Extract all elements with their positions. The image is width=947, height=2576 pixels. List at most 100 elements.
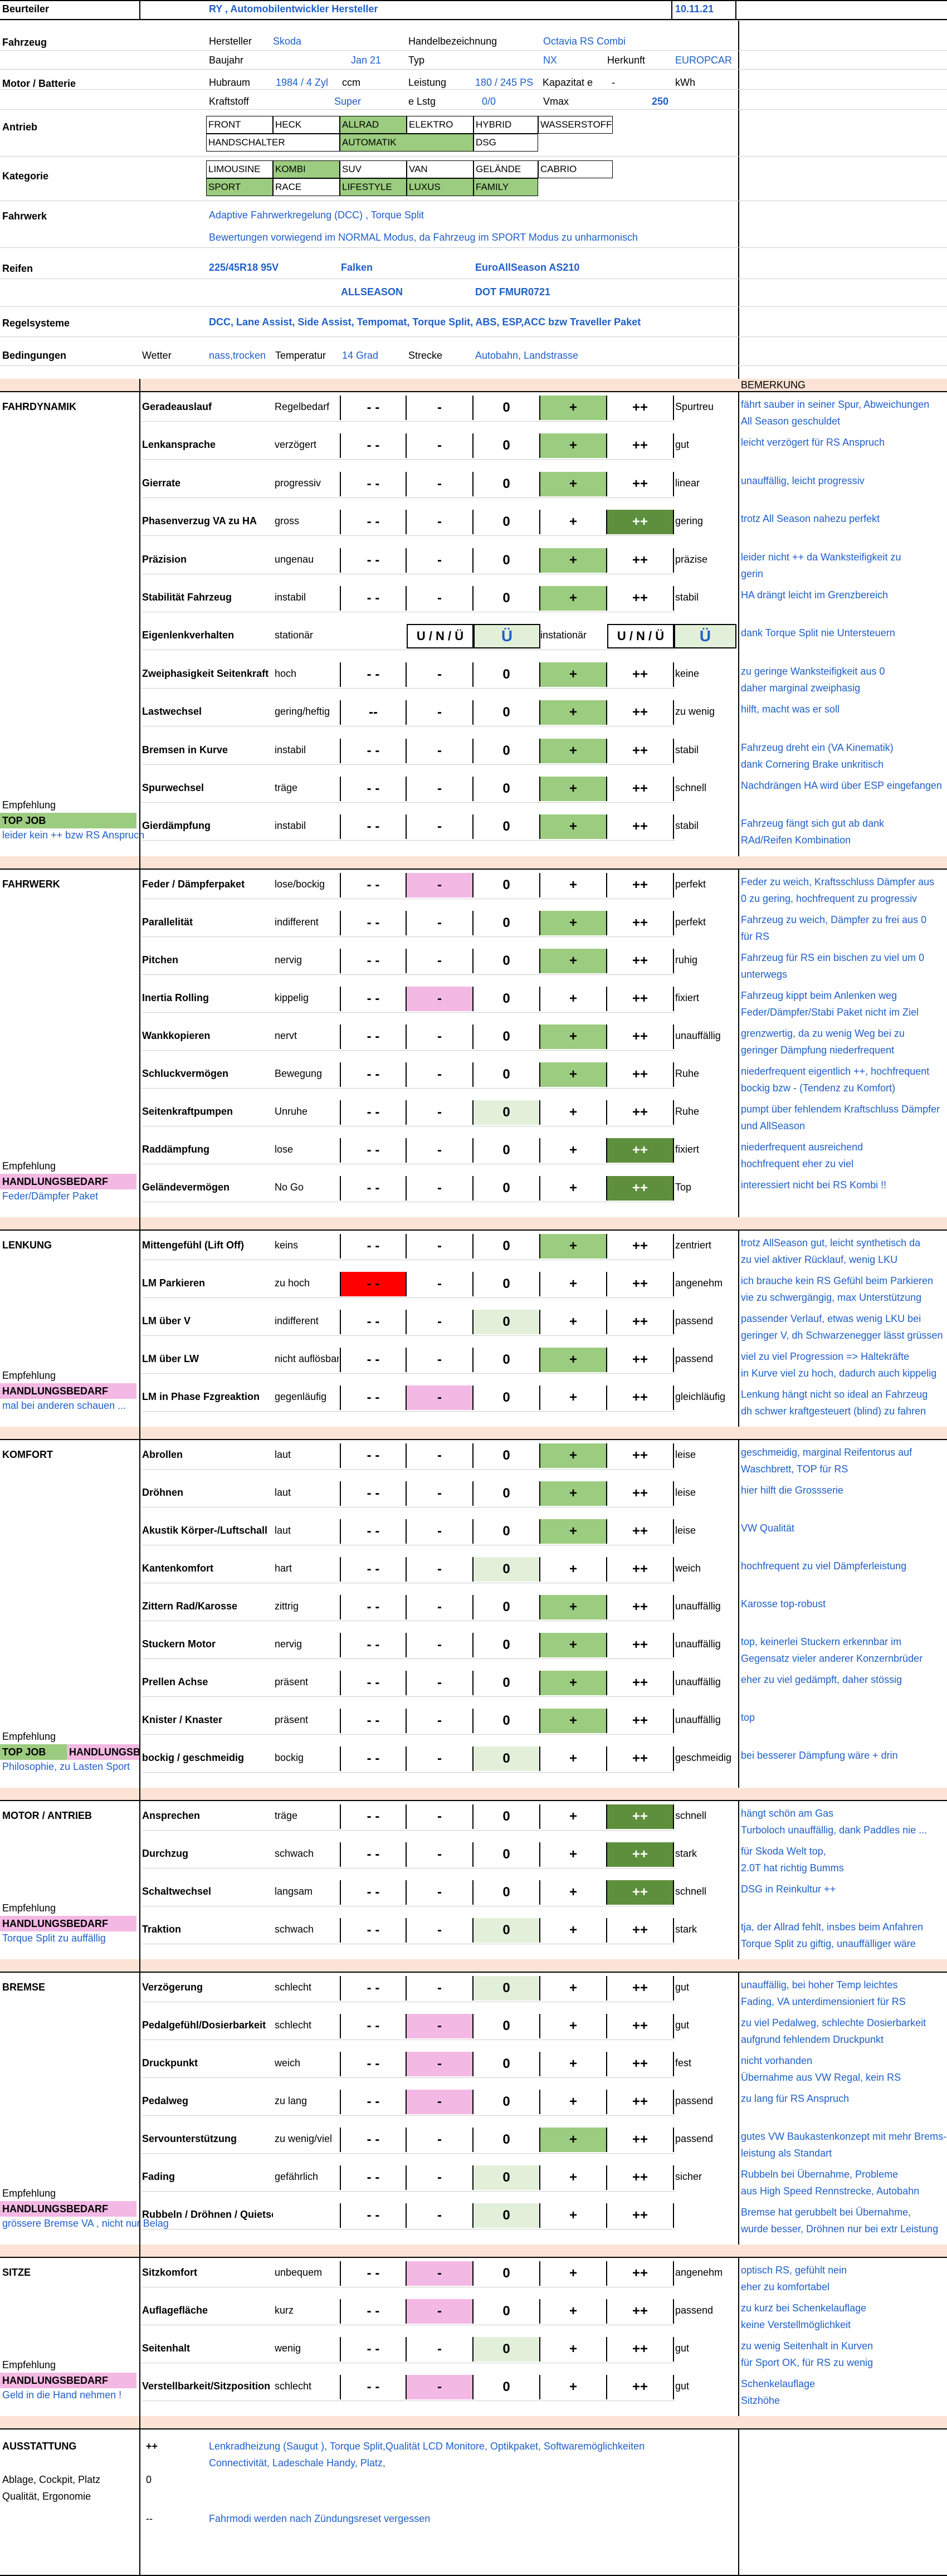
rating-cell-0[interactable]: - - xyxy=(340,1976,407,2001)
rating-cell-4[interactable]: ++ xyxy=(607,510,674,534)
rating-cell-0[interactable]: - - xyxy=(340,586,407,611)
rating-cell-0[interactable]: - - xyxy=(340,814,407,839)
rating-cell-0[interactable]: - - xyxy=(340,911,407,935)
rating-cell-0[interactable]: - - xyxy=(340,1595,407,1619)
rating-cell-4[interactable]: ++ xyxy=(607,949,674,973)
rating-cell-2[interactable]: 0 xyxy=(473,2261,540,2286)
rating-cell-0[interactable]: - - xyxy=(340,2261,407,2286)
rating-cell-4[interactable]: ++ xyxy=(607,1671,674,1695)
rating-cell-3[interactable]: + xyxy=(540,548,607,573)
rating-cell-2[interactable]: 0 xyxy=(473,1671,540,1695)
rating-cell-4[interactable]: ++ xyxy=(607,911,674,935)
rating-cell-3[interactable]: + xyxy=(540,1234,607,1258)
rating-cell-1[interactable]: - xyxy=(407,2261,473,2286)
rating-cell-3[interactable]: + xyxy=(540,1842,607,1867)
rating-cell-1[interactable]: - xyxy=(407,873,473,897)
rating-cell-2[interactable]: 0 xyxy=(473,1481,540,1506)
rating-cell-0[interactable]: - - xyxy=(340,1234,407,1258)
rating-cell-1[interactable]: - xyxy=(407,987,473,1011)
rating-cell-3[interactable]: + xyxy=(540,1976,607,2001)
rating-cell-3[interactable]: + xyxy=(540,586,607,611)
rating-cell-3[interactable]: + xyxy=(540,1671,607,1695)
rating-cell-1[interactable]: - xyxy=(407,396,473,420)
rating-cell-0[interactable]: - - xyxy=(340,472,407,496)
rating-cell-4[interactable]: ++ xyxy=(607,2337,674,2362)
rating-cell-3[interactable]: + xyxy=(540,1100,607,1125)
rating-cell-3[interactable]: + xyxy=(540,1746,607,1771)
rating-cell-4[interactable]: ++ xyxy=(607,1633,674,1657)
rating-cell-2[interactable]: 0 xyxy=(473,548,540,573)
rating-cell-0[interactable]: - - xyxy=(340,777,407,801)
rating-cell-2[interactable]: 0 xyxy=(473,1234,540,1258)
rating-cell-0[interactable]: - - xyxy=(340,2090,407,2114)
rating-cell-1[interactable]: - xyxy=(407,2052,473,2076)
rating-cell-1[interactable]: - xyxy=(407,1519,473,1544)
stationaer-selected[interactable]: Ü xyxy=(473,624,540,648)
rating-cell-1[interactable]: - xyxy=(407,1234,473,1258)
rating-cell-1[interactable]: - xyxy=(407,2337,473,2362)
rating-cell-3[interactable]: + xyxy=(540,1024,607,1049)
rating-cell-0[interactable]: - - xyxy=(340,2128,407,2152)
rating-cell-1[interactable]: - xyxy=(407,1100,473,1125)
rating-cell-3[interactable]: + xyxy=(540,662,607,687)
rating-cell-2[interactable]: 0 xyxy=(473,987,540,1011)
rating-cell-1[interactable]: - xyxy=(407,2014,473,2038)
rating-cell-3[interactable]: + xyxy=(540,2337,607,2362)
rating-cell-0[interactable]: - - xyxy=(340,873,407,897)
rating-cell-2[interactable]: 0 xyxy=(473,1633,540,1657)
rating-cell-0[interactable]: - - xyxy=(340,1443,407,1468)
rating-cell-1[interactable]: - xyxy=(407,1024,473,1049)
rating-cell-2[interactable]: 0 xyxy=(473,396,540,420)
rating-cell-4[interactable]: ++ xyxy=(607,2165,674,2190)
rating-cell-1[interactable]: - xyxy=(407,1595,473,1619)
rating-cell-4[interactable]: ++ xyxy=(607,2299,674,2324)
rating-cell-2[interactable]: 0 xyxy=(473,1348,540,1372)
rating-cell-0[interactable]: - - xyxy=(340,433,407,458)
rating-cell-0[interactable]: - - xyxy=(340,1880,407,1905)
rating-cell-4[interactable]: ++ xyxy=(607,1310,674,1334)
rating-cell-1[interactable]: - xyxy=(407,1443,473,1468)
rating-cell-0[interactable]: - - xyxy=(340,1557,407,1582)
rating-cell-0[interactable]: - - xyxy=(340,739,407,763)
rating-cell-4[interactable]: ++ xyxy=(607,1976,674,2001)
rating-cell-2[interactable]: 0 xyxy=(473,2203,540,2228)
rating-cell-3[interactable]: + xyxy=(540,1918,607,1943)
rating-cell-4[interactable]: ++ xyxy=(607,1746,674,1771)
rating-cell-4[interactable]: ++ xyxy=(607,1595,674,1619)
rating-cell-2[interactable]: 0 xyxy=(473,1709,540,1733)
rating-cell-0[interactable]: - - xyxy=(340,2375,407,2399)
rating-cell-2[interactable]: 0 xyxy=(473,2375,540,2399)
rating-cell-1[interactable]: - xyxy=(407,1633,473,1657)
rating-cell-0[interactable]: - - xyxy=(340,1385,407,1410)
rating-cell-2[interactable]: 0 xyxy=(473,873,540,897)
rating-cell-3[interactable]: + xyxy=(540,510,607,534)
rating-cell-2[interactable]: 0 xyxy=(473,949,540,973)
rating-cell-4[interactable]: ++ xyxy=(607,1804,674,1829)
rating-cell-3[interactable]: + xyxy=(540,1348,607,1372)
rating-cell-2[interactable]: 0 xyxy=(473,433,540,458)
rating-cell-0[interactable]: - - xyxy=(340,949,407,973)
rating-cell-3[interactable]: + xyxy=(540,1481,607,1506)
rating-cell-4[interactable]: ++ xyxy=(607,2128,674,2152)
rating-cell-0[interactable]: - - xyxy=(340,1519,407,1544)
rating-cell-3[interactable]: + xyxy=(540,700,607,725)
rating-cell-4[interactable]: ++ xyxy=(607,548,674,573)
rating-cell-1[interactable]: - xyxy=(407,1976,473,2001)
rating-cell-4[interactable]: ++ xyxy=(607,2014,674,2038)
rating-cell-4[interactable]: ++ xyxy=(607,1880,674,1905)
rating-cell-4[interactable]: ++ xyxy=(607,2203,674,2228)
rating-cell-0[interactable]: - - xyxy=(340,548,407,573)
rating-cell-2[interactable]: 0 xyxy=(473,2128,540,2152)
rating-cell-0[interactable]: - - xyxy=(340,1709,407,1733)
rating-cell-2[interactable]: 0 xyxy=(473,586,540,611)
rating-cell-1[interactable]: - xyxy=(407,1062,473,1087)
rating-cell-4[interactable]: ++ xyxy=(607,2052,674,2076)
rating-cell-3[interactable]: + xyxy=(540,1138,607,1163)
rating-cell-4[interactable]: ++ xyxy=(607,1234,674,1258)
rating-cell-2[interactable]: 0 xyxy=(473,814,540,839)
rating-cell-0[interactable]: - - xyxy=(340,1481,407,1506)
rating-cell-2[interactable]: 0 xyxy=(473,1100,540,1125)
rating-cell-3[interactable]: + xyxy=(540,1557,607,1582)
rating-cell-1[interactable]: - xyxy=(407,2299,473,2324)
rating-cell-4[interactable]: ++ xyxy=(607,433,674,458)
